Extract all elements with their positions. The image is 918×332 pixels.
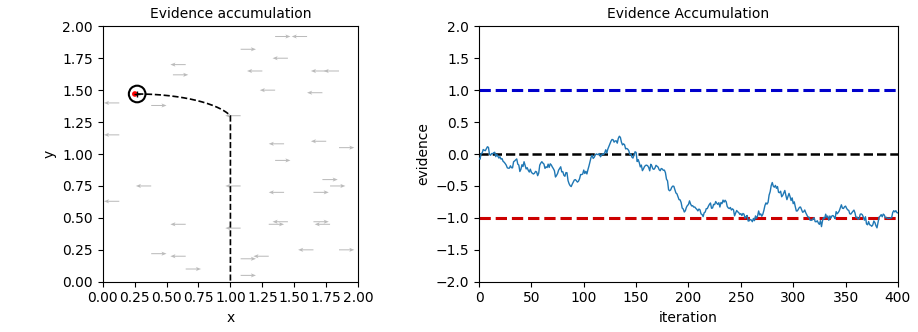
Y-axis label: evidence: evidence: [416, 123, 431, 186]
Title: Evidence Accumulation: Evidence Accumulation: [608, 7, 769, 21]
X-axis label: x: x: [227, 311, 234, 325]
X-axis label: iteration: iteration: [659, 311, 718, 325]
Title: Evidence accumulation: Evidence accumulation: [150, 7, 311, 21]
Circle shape: [132, 91, 138, 97]
Y-axis label: y: y: [42, 150, 57, 158]
